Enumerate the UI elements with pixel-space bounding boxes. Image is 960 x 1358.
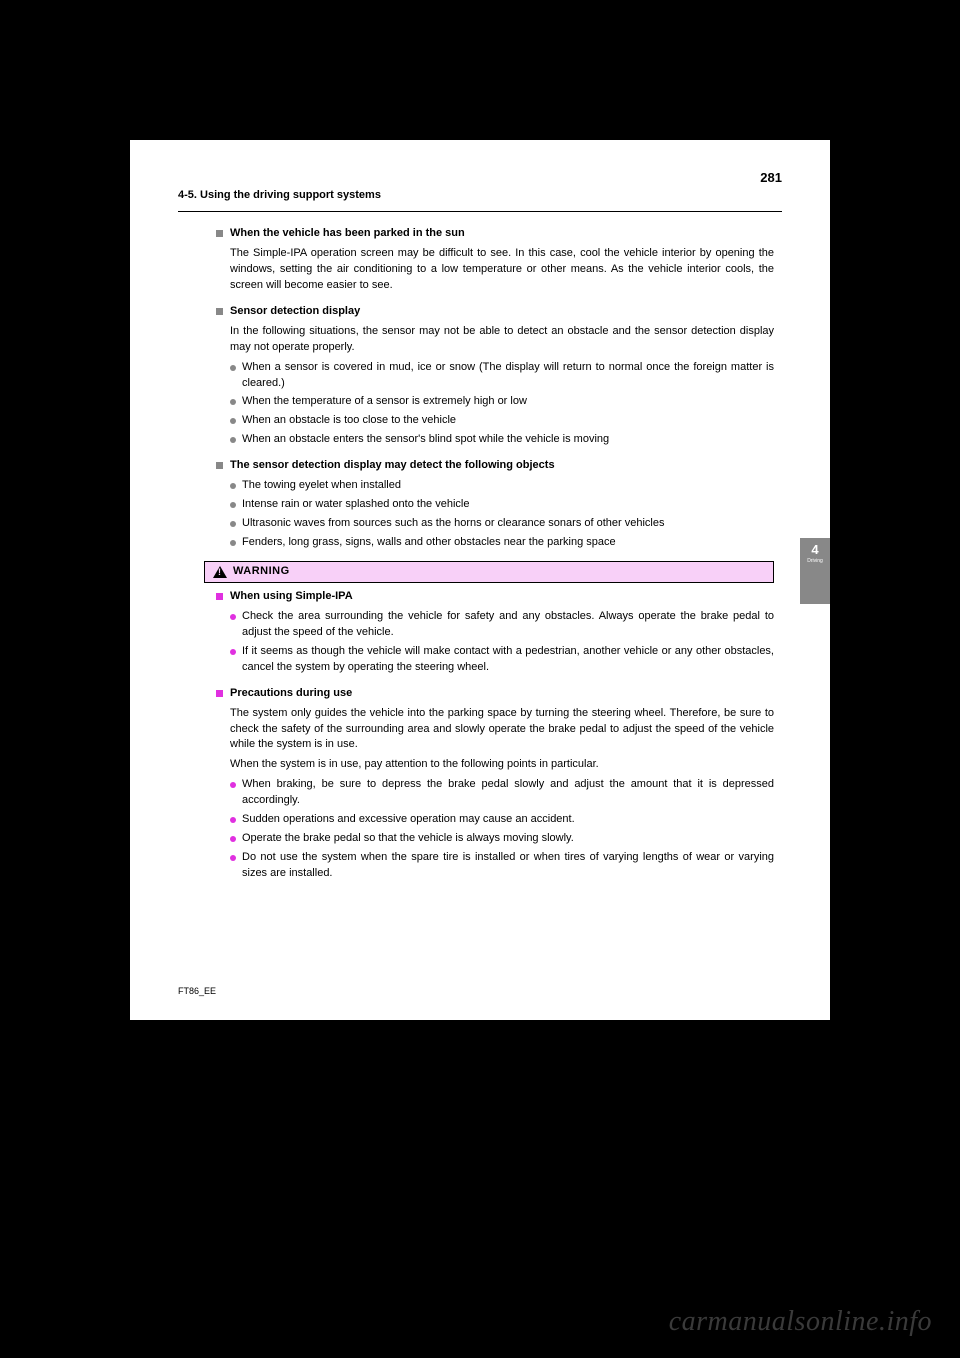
list-item: When braking, be sure to depress the bra…: [216, 777, 774, 809]
list-item: Operate the brake pedal so that the vehi…: [216, 831, 774, 847]
list-item: Sudden operations and excessive operatio…: [216, 812, 774, 828]
list-item: Fenders, long grass, signs, walls and ot…: [216, 535, 774, 551]
page-number: 281: [760, 170, 782, 185]
paragraph: The system only guides the vehicle into …: [216, 706, 774, 754]
chapter-tab: 4 Driving: [800, 538, 830, 604]
list-item: When an obstacle enters the sensor's bli…: [216, 432, 774, 448]
section-heading: Sensor detection display: [216, 304, 774, 320]
page-header: 281 4-5. Using the driving support syste…: [130, 140, 830, 207]
section-block: When using Simple-IPA Check the area sur…: [216, 589, 774, 676]
section-block: Precautions during use The system only g…: [216, 686, 774, 882]
list-item: If it seems as though the vehicle will m…: [216, 644, 774, 676]
watermark: carmanualsonline.info: [669, 1306, 932, 1338]
section-title: 4-5. Using the driving support systems: [178, 189, 782, 201]
list-item: When a sensor is covered in mud, ice or …: [216, 360, 774, 392]
warning-triangle-icon: [213, 566, 227, 578]
warning-header: WARNING: [204, 561, 774, 583]
section-heading: When using Simple-IPA: [216, 589, 774, 605]
warning-label: WARNING: [233, 564, 290, 580]
section-heading: Precautions during use: [216, 686, 774, 702]
warning-content: When using Simple-IPA Check the area sur…: [216, 589, 774, 882]
list-item: When an obstacle is too close to the veh…: [216, 413, 774, 429]
paragraph: In the following situations, the sensor …: [216, 324, 774, 356]
paragraph: The Simple-IPA operation screen may be d…: [216, 246, 774, 294]
section-block: When the vehicle has been parked in the …: [216, 226, 774, 294]
section-heading: The sensor detection display may detect …: [216, 458, 774, 474]
page-content: When the vehicle has been parked in the …: [130, 212, 830, 882]
section-block: Sensor detection display In the followin…: [216, 304, 774, 449]
chapter-label: Driving: [800, 559, 830, 565]
list-item: Check the area surrounding the vehicle f…: [216, 609, 774, 641]
manual-page: 281 4-5. Using the driving support syste…: [130, 140, 830, 1020]
list-item: The towing eyelet when installed: [216, 478, 774, 494]
list-item: Ultrasonic waves from sources such as th…: [216, 516, 774, 532]
list-item: When the temperature of a sensor is extr…: [216, 394, 774, 410]
list-item: Do not use the system when the spare tir…: [216, 850, 774, 882]
paragraph: When the system is in use, pay attention…: [216, 757, 774, 773]
list-item: Intense rain or water splashed onto the …: [216, 497, 774, 513]
chapter-number: 4: [800, 542, 830, 557]
section-block: The sensor detection display may detect …: [216, 458, 774, 551]
footer-code: FT86_EE: [178, 986, 216, 996]
section-heading: When the vehicle has been parked in the …: [216, 226, 774, 242]
